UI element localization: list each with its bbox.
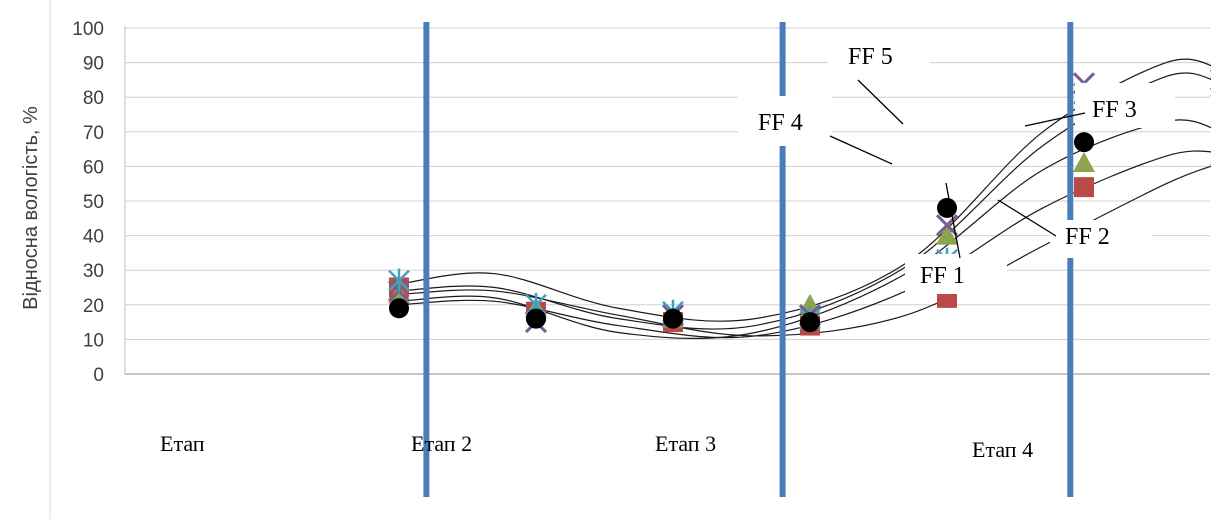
ff1-label: FF 1	[920, 263, 965, 289]
ff1-label-box	[905, 254, 1007, 294]
ff1-leader	[945, 182, 961, 259]
stage-label-1: Етап	[160, 431, 205, 456]
trendline-3	[398, 119, 1211, 340]
marker-square-6	[1074, 177, 1094, 198]
ff2-label: FF 2	[1065, 224, 1110, 250]
marker-circle-4	[800, 312, 820, 333]
stage-labels: Етап Етап 2 Етап 3 Етап 4	[160, 431, 1033, 462]
y-tick-label: 100	[72, 19, 104, 40]
ff4-leader	[829, 135, 893, 165]
ff4-label-box	[738, 96, 832, 146]
y-axis-label: Відносна вологість, %	[20, 106, 42, 310]
ff5-label-box	[828, 40, 930, 82]
trendline-5	[398, 58, 1211, 322]
data-markers	[387, 69, 1211, 336]
ff3-label-box	[1075, 83, 1175, 128]
ff3-leader	[1024, 112, 1086, 127]
grid-lines	[125, 27, 1210, 340]
y-tick-label: 40	[83, 227, 104, 248]
y-tick-label: 30	[83, 261, 104, 282]
marker-circle-2	[526, 308, 546, 329]
marker-circle-3	[663, 308, 683, 329]
ff-annotations: FF 5 FF 4 FF 3 FF 2 FF 1	[738, 40, 1175, 294]
ff4-label: FF 4	[758, 110, 803, 136]
stage-label-4: Етап 4	[972, 437, 1033, 462]
y-tick-labels: 0 10 20 30 40 50 60 70 80 90 100	[72, 19, 104, 386]
marker-triangle-6	[1073, 151, 1095, 172]
ff5-leader	[857, 79, 904, 125]
y-tick-label: 70	[83, 123, 104, 144]
marker-circle-1	[389, 298, 409, 319]
marker-circle-5	[937, 197, 957, 218]
marker-circle-6	[1074, 132, 1094, 153]
trendlines	[398, 58, 1211, 340]
marker-x-5	[935, 214, 959, 237]
trendline-1	[398, 165, 1211, 337]
marker-star-1	[388, 268, 410, 293]
ff5-label: FF 5	[848, 44, 893, 70]
y-tick-label: 0	[93, 365, 104, 386]
stage-label-3: Етап 3	[655, 431, 716, 456]
y-tick-label: 10	[83, 330, 104, 351]
y-tick-label: 60	[83, 157, 104, 178]
stage-label-2: Етап 2	[411, 431, 472, 456]
ff3-label: FF 3	[1092, 97, 1137, 123]
y-tick-label: 90	[83, 54, 104, 75]
trendline-2	[398, 150, 1211, 339]
y-tick-label: 20	[83, 296, 104, 317]
ff2-label-box	[1050, 220, 1152, 258]
ff2-leader	[997, 199, 1057, 237]
y-tick-label: 50	[83, 192, 104, 213]
marker-triangle-5	[936, 224, 958, 245]
y-tick-label: 80	[83, 88, 104, 109]
